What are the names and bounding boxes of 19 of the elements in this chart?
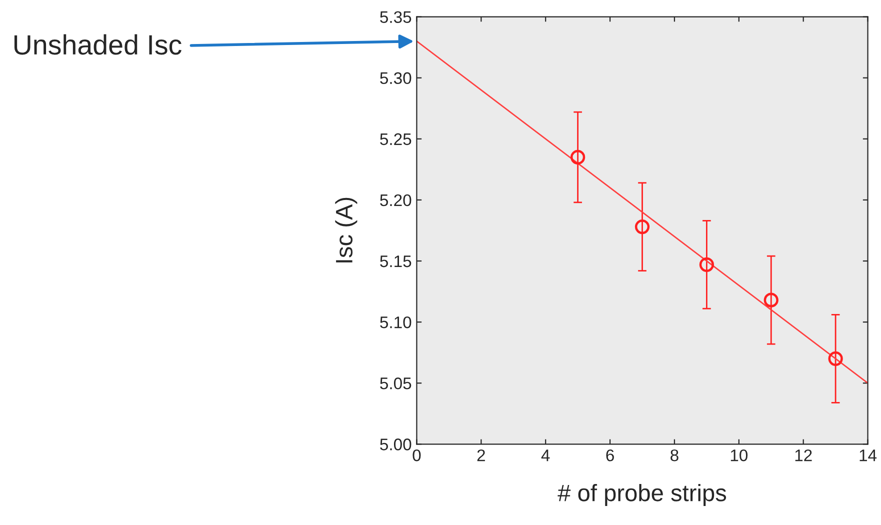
x-tick-label: 14 xyxy=(860,450,877,462)
x-tick-label: 0 xyxy=(412,449,421,462)
y-tick-label: 5.00 xyxy=(380,438,412,450)
y-axis-title: Isc (A) xyxy=(335,198,358,262)
x-axis-title: # of probe strips xyxy=(558,484,726,506)
y-tick-label: 5.30 xyxy=(380,72,412,84)
y-tick-label: 5.10 xyxy=(380,316,412,328)
x-tick-label: 2 xyxy=(477,449,485,462)
annotation: Unshaded Isc xyxy=(14,34,182,55)
y-tick-label: 5.25 xyxy=(380,133,412,146)
y-tick-label: 5.05 xyxy=(380,378,412,390)
x-tick-label: 4 xyxy=(541,450,550,462)
x-tick-label: 8 xyxy=(670,449,678,462)
y-tick-label: 5.35 xyxy=(380,11,412,24)
y-tick-label: 5.20 xyxy=(380,194,412,206)
x-tick-label: 10 xyxy=(730,449,748,462)
y-tick-label: 5.15 xyxy=(380,256,412,268)
x-tick-label: 12 xyxy=(795,449,812,462)
x-tick-label: 6 xyxy=(606,449,614,462)
